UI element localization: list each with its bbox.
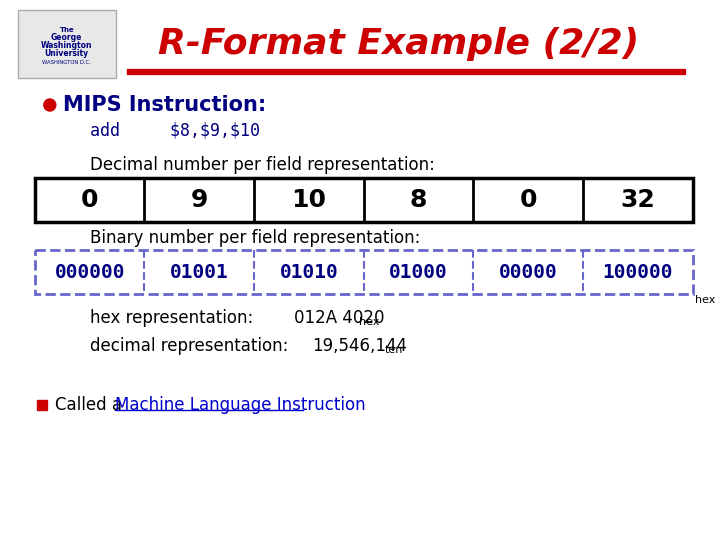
- Bar: [18, 10, 116, 78]
- Bar: [37, 400, 47, 410]
- Text: hex: hex: [359, 317, 379, 327]
- Text: 000000: 000000: [55, 262, 125, 281]
- Text: Machine Language Instruction: Machine Language Instruction: [115, 396, 366, 414]
- Text: R-Format Example (2/2): R-Format Example (2/2): [158, 27, 639, 61]
- Text: 10: 10: [292, 188, 326, 212]
- Bar: [35, 250, 693, 294]
- Text: Binary number per field representation:: Binary number per field representation:: [90, 229, 420, 247]
- Text: 0: 0: [81, 188, 99, 212]
- Text: 19,546,144: 19,546,144: [312, 337, 407, 355]
- Bar: [35, 178, 693, 222]
- Text: add     $8,$9,$10: add $8,$9,$10: [90, 122, 260, 140]
- Text: 100000: 100000: [603, 262, 673, 281]
- Text: WASHINGTON D.C.: WASHINGTON D.C.: [42, 60, 91, 65]
- Text: 012A 4020: 012A 4020: [294, 309, 384, 327]
- Text: decimal representation:: decimal representation:: [90, 337, 288, 355]
- Text: ten: ten: [384, 345, 403, 355]
- Text: 0: 0: [519, 188, 537, 212]
- Text: The: The: [59, 27, 74, 33]
- Text: 8: 8: [410, 188, 427, 212]
- Text: Washington: Washington: [41, 42, 92, 51]
- Text: MIPS Instruction:: MIPS Instruction:: [63, 95, 266, 115]
- Text: Decimal number per field representation:: Decimal number per field representation:: [90, 156, 435, 174]
- Text: hex representation:: hex representation:: [90, 309, 253, 327]
- Text: 00000: 00000: [499, 262, 557, 281]
- Text: University: University: [45, 50, 89, 58]
- Circle shape: [44, 99, 56, 111]
- Text: 9: 9: [191, 188, 208, 212]
- Text: 01000: 01000: [389, 262, 448, 281]
- Text: hex: hex: [695, 295, 715, 305]
- Text: George: George: [51, 33, 83, 43]
- Text: 32: 32: [621, 188, 655, 212]
- Text: 01010: 01010: [279, 262, 338, 281]
- Text: 01001: 01001: [170, 262, 229, 281]
- Text: Called a: Called a: [55, 396, 127, 414]
